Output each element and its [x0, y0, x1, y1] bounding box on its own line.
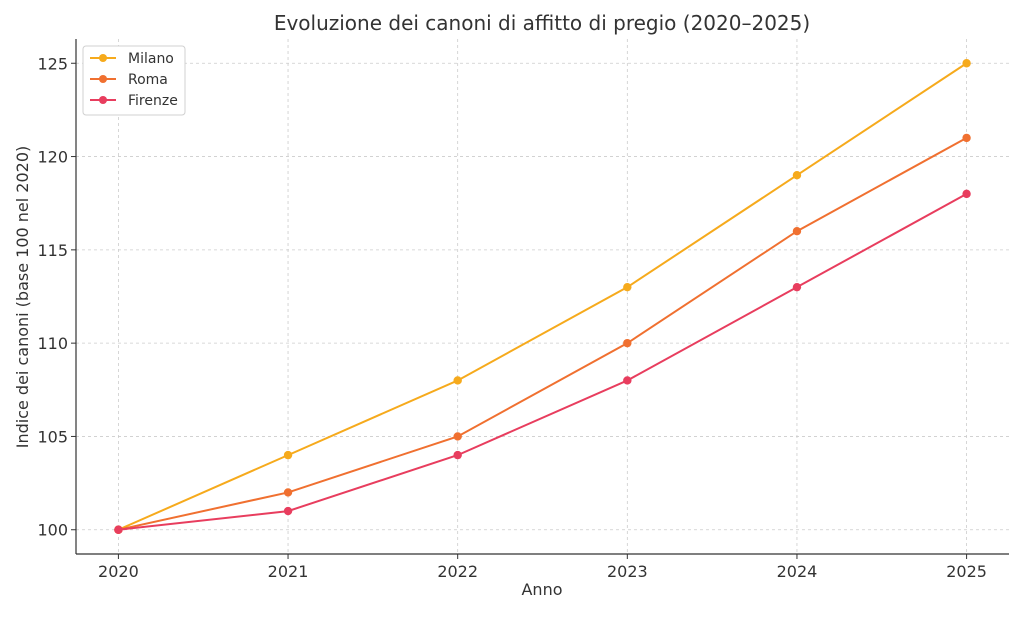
data-point-roma — [283, 488, 293, 497]
data-point-firenze — [283, 506, 293, 516]
data-point-firenze — [453, 450, 462, 460]
series-milano — [114, 59, 971, 534]
series-line-roma — [118, 137, 968, 531]
legend: Milano Roma Firenze — [82, 45, 186, 116]
data-point-milano — [792, 171, 802, 180]
legend-label-milano: Milano — [128, 51, 174, 67]
x-tick-label: 2025 — [946, 562, 987, 581]
y-tick-label: 115 — [37, 241, 68, 260]
data-point-firenze — [114, 525, 123, 534]
y-tick-label: 125 — [37, 54, 68, 73]
y-tick-label: 100 — [37, 521, 68, 540]
data-point-milano — [962, 59, 971, 68]
grid-layer — [76, 39, 1009, 554]
data-point-firenze — [962, 189, 971, 199]
data-point-firenze — [623, 376, 632, 385]
legend-swatch-marker-firenze — [99, 96, 107, 104]
series-line-firenze — [118, 192, 968, 531]
data-point-roma — [792, 226, 802, 236]
series-firenze — [114, 189, 971, 534]
legend-label-firenze: Firenze — [128, 93, 178, 109]
data-point-roma — [453, 432, 462, 441]
axes-layer: 100 105 110 115 120 125 2020 2021 2022 2023 2024 20… — [37, 39, 1009, 581]
series-layer — [114, 59, 971, 534]
y-tick-label: 120 — [37, 148, 68, 167]
y-axis-label: Indice dei canoni (base 100 nel 2020) — [13, 146, 32, 449]
data-point-roma — [962, 133, 971, 143]
data-point-milano — [623, 282, 632, 292]
x-tick-label: 2024 — [777, 562, 818, 581]
y-tick-label: 110 — [37, 334, 68, 353]
chart-title: Evoluzione dei canoni di affitto di preg… — [274, 11, 810, 35]
x-tick-label: 2023 — [607, 562, 648, 581]
data-point-firenze — [792, 282, 802, 292]
legend-label-roma: Roma — [128, 72, 168, 88]
x-tick-label: 2022 — [437, 562, 478, 581]
y-tick-label: 105 — [37, 427, 68, 446]
legend-swatch-marker-roma — [99, 75, 107, 83]
data-point-milano — [283, 450, 293, 460]
series-line-milano — [118, 62, 968, 531]
data-point-milano — [453, 376, 462, 385]
data-point-roma — [623, 338, 632, 348]
x-tick-label: 2020 — [98, 562, 139, 581]
legend-swatch-marker-milano — [99, 54, 107, 62]
legend-frame — [82, 45, 186, 116]
x-axis-label: Anno — [521, 580, 562, 599]
x-tick-label: 2021 — [268, 562, 309, 581]
